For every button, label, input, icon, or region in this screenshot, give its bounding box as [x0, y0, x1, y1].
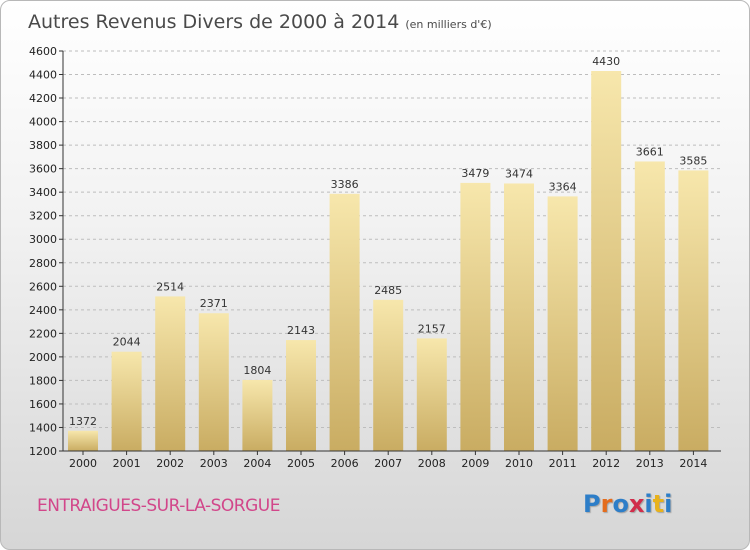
bar-2001 — [111, 351, 142, 451]
chart-title: Autres Revenus Divers de 2000 à 2014 (en … — [28, 11, 492, 33]
logo-letter: i — [644, 490, 653, 518]
bar-2006 — [329, 193, 360, 451]
y-tick-label: 2400 — [29, 304, 57, 317]
y-tick-label: 2000 — [29, 351, 57, 364]
x-tick-label: 2006 — [331, 457, 359, 470]
logo-letter: x — [628, 490, 645, 518]
bars: 1372 2044 2514 2371 1804 2143 3386 2485 2157 3479… — [68, 55, 709, 452]
data-label: 2143 — [287, 324, 315, 337]
y-tick-label: 2200 — [29, 327, 57, 340]
y-tick-label: 3000 — [29, 233, 57, 246]
data-label: 1804 — [243, 364, 271, 377]
data-label: 2371 — [200, 297, 228, 310]
x-tick-label: 2003 — [200, 457, 228, 470]
x-tick-label: 2009 — [461, 457, 489, 470]
y-tick-label: 4600 — [29, 45, 57, 58]
bar-2004 — [242, 379, 273, 451]
chart-unit: (en milliers d'€) — [405, 18, 492, 31]
y-tick-label: 2600 — [29, 280, 57, 293]
x-tick-label: 2011 — [549, 457, 577, 470]
x-tick-label: 2014 — [679, 457, 707, 470]
data-label: 1372 — [69, 415, 97, 428]
axes: 1200 1400 1600 1800 2000 2200 2400 2600 2800 3000… — [29, 45, 721, 470]
x-tick-label: 2010 — [505, 457, 533, 470]
x-tick-label: 2001 — [113, 457, 141, 470]
y-tick-label: 4200 — [29, 92, 57, 105]
logo-letter: t — [652, 490, 665, 518]
y-tick-label: 4400 — [29, 69, 57, 82]
chart-title-text: Autres Revenus Divers de 2000 à 2014 — [28, 11, 400, 33]
bar-2000 — [68, 430, 98, 451]
bar-2009 — [460, 182, 491, 451]
x-tick-label: 2007 — [374, 457, 402, 470]
y-tick-label: 3400 — [29, 186, 57, 199]
bar-2010 — [504, 183, 534, 451]
bar-2014 — [678, 170, 709, 452]
y-tick-label: 3200 — [29, 210, 57, 223]
x-tick-label: 2013 — [636, 457, 664, 470]
y-tick-label: 4000 — [29, 116, 57, 129]
data-label: 2044 — [113, 336, 141, 349]
y-tick-label: 1400 — [29, 421, 57, 434]
data-label: 3364 — [549, 180, 577, 193]
data-label: 3479 — [461, 167, 489, 180]
bar-2005 — [286, 340, 316, 451]
commune-name: ENTRAIGUES-SUR-LA-SORGUE — [37, 496, 280, 516]
logo-letter: o — [612, 490, 629, 518]
y-tick-label: 2800 — [29, 257, 57, 270]
bar-2007 — [373, 299, 404, 451]
x-tick-label: 2005 — [287, 457, 315, 470]
y-tick-label: 1200 — [29, 445, 57, 458]
data-label: 3585 — [679, 154, 707, 167]
bar-2011 — [547, 196, 578, 451]
bar-2013 — [634, 161, 665, 451]
data-label: 2485 — [374, 284, 402, 297]
proxiti-logo[interactable]: Proxiti — [583, 490, 672, 518]
x-tick-label: 2008 — [418, 457, 446, 470]
x-tick-label: 2002 — [156, 457, 184, 470]
logo-letter: i — [664, 490, 673, 518]
logo-letter: P — [583, 490, 601, 518]
bar-2012 — [591, 71, 622, 451]
data-label: 3661 — [636, 145, 664, 158]
y-tick-label: 3800 — [29, 139, 57, 152]
x-tick-label: 2004 — [243, 457, 271, 470]
logo-letter: r — [600, 490, 613, 518]
data-label: 2157 — [418, 322, 446, 335]
bar-2003 — [198, 313, 229, 451]
data-label: 3474 — [505, 167, 533, 180]
y-tick-label: 1600 — [29, 398, 57, 411]
x-tick-label: 2000 — [69, 457, 97, 470]
data-label: 4430 — [592, 55, 620, 68]
data-label: 3386 — [331, 178, 359, 191]
y-tick-label: 1800 — [29, 374, 57, 387]
x-tick-label: 2012 — [592, 457, 620, 470]
y-tick-label: 3600 — [29, 163, 57, 176]
data-label: 2514 — [156, 280, 184, 293]
bar-2008 — [416, 338, 447, 451]
bar-2002 — [155, 296, 186, 451]
